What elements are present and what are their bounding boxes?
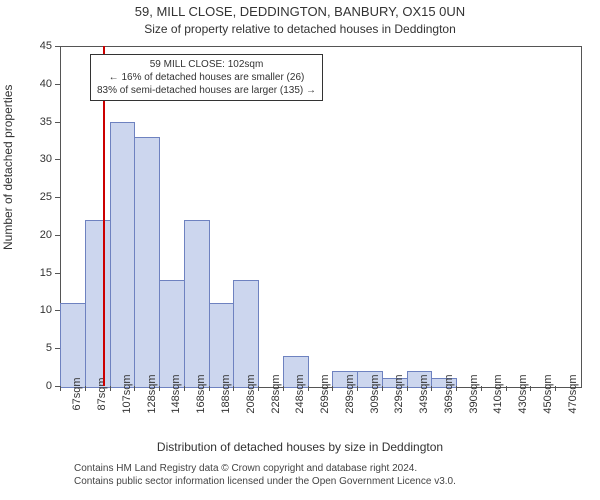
annotation-box: 59 MILL CLOSE: 102sqm← 16% of detached h… bbox=[90, 54, 323, 101]
x-tick-label: 309sqm bbox=[369, 374, 381, 413]
x-tick-label: 430sqm bbox=[517, 374, 529, 413]
footer-line-2: Contains public sector information licen… bbox=[74, 475, 456, 488]
x-tick-label: 228sqm bbox=[270, 374, 282, 413]
y-tick-label: 0 bbox=[30, 380, 52, 392]
x-tick-label: 289sqm bbox=[344, 374, 356, 413]
footer-line-1: Contains HM Land Registry data © Crown c… bbox=[74, 462, 456, 475]
y-tick-label: 15 bbox=[30, 267, 52, 279]
y-tick bbox=[55, 235, 60, 236]
histogram-bar bbox=[110, 122, 136, 388]
y-tick bbox=[55, 197, 60, 198]
x-tick bbox=[110, 386, 111, 391]
y-tick bbox=[55, 46, 60, 47]
x-tick-label: 349sqm bbox=[418, 374, 430, 413]
y-tick-label: 45 bbox=[30, 40, 52, 52]
x-tick bbox=[407, 386, 408, 391]
x-tick-label: 470sqm bbox=[567, 374, 579, 413]
x-tick-label: 329sqm bbox=[393, 374, 405, 413]
annotation-line-1: 59 MILL CLOSE: 102sqm bbox=[97, 58, 316, 71]
x-tick bbox=[85, 386, 86, 391]
x-tick-label: 67sqm bbox=[71, 377, 83, 410]
chart-container: 59, MILL CLOSE, DEDDINGTON, BANBURY, OX1… bbox=[0, 0, 600, 500]
chart-subtitle: Size of property relative to detached ho… bbox=[0, 22, 600, 36]
x-tick-label: 87sqm bbox=[96, 377, 108, 410]
x-tick-label: 107sqm bbox=[121, 374, 133, 413]
y-tick-label: 30 bbox=[30, 153, 52, 165]
x-tick bbox=[308, 386, 309, 391]
x-tick bbox=[481, 386, 482, 391]
x-tick-label: 269sqm bbox=[319, 374, 331, 413]
x-tick-label: 369sqm bbox=[443, 374, 455, 413]
x-tick bbox=[134, 386, 135, 391]
x-axis-label: Distribution of detached houses by size … bbox=[0, 440, 600, 454]
y-tick-label: 10 bbox=[30, 304, 52, 316]
x-tick bbox=[382, 386, 383, 391]
y-tick bbox=[55, 122, 60, 123]
histogram-bar bbox=[159, 280, 185, 388]
x-tick-label: 248sqm bbox=[294, 374, 306, 413]
x-tick-label: 188sqm bbox=[220, 374, 232, 413]
x-tick bbox=[555, 386, 556, 391]
x-tick bbox=[357, 386, 358, 391]
x-tick-label: 168sqm bbox=[195, 374, 207, 413]
x-tick bbox=[209, 386, 210, 391]
y-tick-label: 20 bbox=[30, 229, 52, 241]
x-tick bbox=[184, 386, 185, 391]
histogram-bar bbox=[233, 280, 259, 388]
x-tick bbox=[431, 386, 432, 391]
x-tick-label: 208sqm bbox=[245, 374, 257, 413]
y-tick bbox=[55, 84, 60, 85]
x-tick bbox=[332, 386, 333, 391]
histogram-bar bbox=[134, 137, 160, 388]
y-tick-label: 25 bbox=[30, 191, 52, 203]
x-tick-label: 128sqm bbox=[146, 374, 158, 413]
x-tick-label: 450sqm bbox=[542, 374, 554, 413]
y-axis-label: Number of detached properties bbox=[1, 85, 15, 250]
y-tick bbox=[55, 273, 60, 274]
histogram-bar bbox=[85, 220, 111, 388]
x-tick bbox=[283, 386, 284, 391]
x-tick bbox=[258, 386, 259, 391]
x-tick bbox=[456, 386, 457, 391]
x-tick bbox=[233, 386, 234, 391]
x-tick-label: 148sqm bbox=[170, 374, 182, 413]
page-title: 59, MILL CLOSE, DEDDINGTON, BANBURY, OX1… bbox=[0, 4, 600, 19]
x-tick-label: 390sqm bbox=[468, 374, 480, 413]
x-tick bbox=[60, 386, 61, 391]
y-tick-label: 35 bbox=[30, 116, 52, 128]
x-tick bbox=[506, 386, 507, 391]
y-tick bbox=[55, 159, 60, 160]
x-tick-label: 410sqm bbox=[492, 374, 504, 413]
y-tick-label: 40 bbox=[30, 78, 52, 90]
annotation-line-2: ← 16% of detached houses are smaller (26… bbox=[97, 71, 316, 84]
histogram-bar bbox=[60, 303, 86, 388]
annotation-line-3: 83% of semi-detached houses are larger (… bbox=[97, 84, 316, 97]
x-tick bbox=[159, 386, 160, 391]
histogram-bar bbox=[184, 220, 210, 388]
y-tick-label: 5 bbox=[30, 342, 52, 354]
x-tick bbox=[530, 386, 531, 391]
